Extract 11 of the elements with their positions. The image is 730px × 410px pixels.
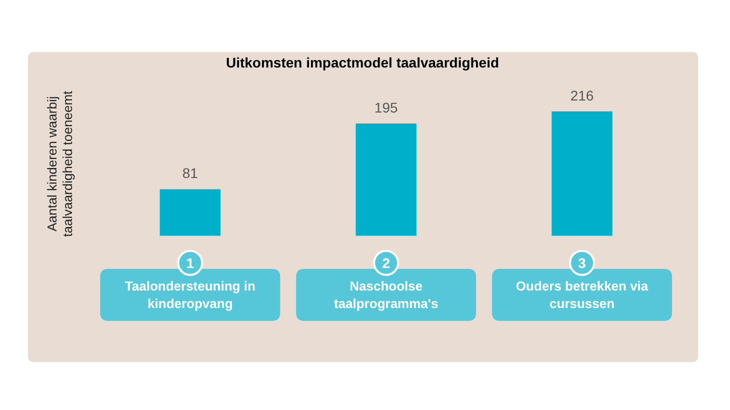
x-tick-label: Naschoolse taalprogramma's (334, 278, 438, 311)
text: 3 (578, 254, 586, 271)
chart-title: Uitkomsten impactmodel taalvaardigheid (226, 54, 500, 70)
x-tick-label: Ouders betrekken via cursussen (516, 278, 649, 311)
data-label: 216 (570, 87, 594, 104)
data-label: 195 (374, 99, 398, 116)
y-axis-title: Aantal kinderen waarbij taalvaardigheid toeneemt (44, 90, 75, 237)
data-label: 81 (182, 165, 198, 182)
text: 2 (382, 254, 390, 271)
text: 1 (186, 254, 194, 271)
x-tick-label: Taalondersteuning in kinderopvang (124, 278, 256, 311)
